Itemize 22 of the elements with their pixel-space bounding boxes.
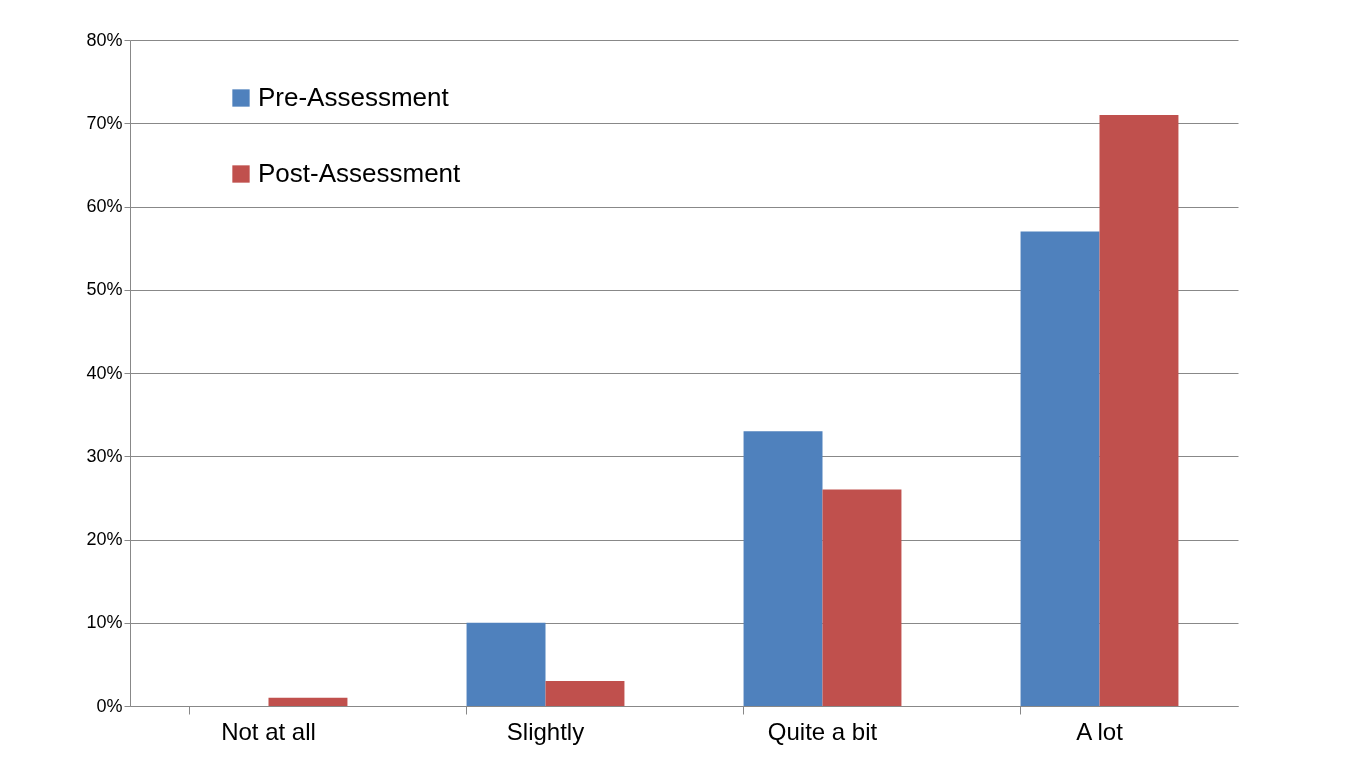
- y-tick-label: 40%: [86, 362, 123, 383]
- x-tick-label: Quite a bit: [767, 717, 878, 745]
- bar: [545, 681, 625, 706]
- y-tick-label: 80%: [86, 29, 123, 50]
- x-tick-label: Slightly: [506, 717, 585, 745]
- bar: [822, 489, 902, 706]
- legend-label: Post-Assessment: [258, 158, 462, 188]
- y-tick-label: 70%: [86, 112, 123, 133]
- y-tick-label: 20%: [86, 529, 123, 549]
- y-tick-label: 30%: [86, 445, 123, 466]
- bar: [1099, 114, 1179, 706]
- legend-label: Pre-Assessment: [258, 82, 450, 112]
- bar: [268, 697, 348, 706]
- bar: [743, 431, 823, 706]
- bar: [466, 622, 546, 706]
- y-tick-label: 60%: [86, 196, 123, 216]
- y-tick-label: 50%: [86, 279, 123, 300]
- x-tick-label: Not at all: [221, 717, 316, 745]
- y-tick-label: 0%: [96, 695, 123, 716]
- y-tick-label: 10%: [86, 612, 123, 633]
- x-tick-label: A lot: [1076, 717, 1124, 745]
- bar: [1020, 231, 1100, 706]
